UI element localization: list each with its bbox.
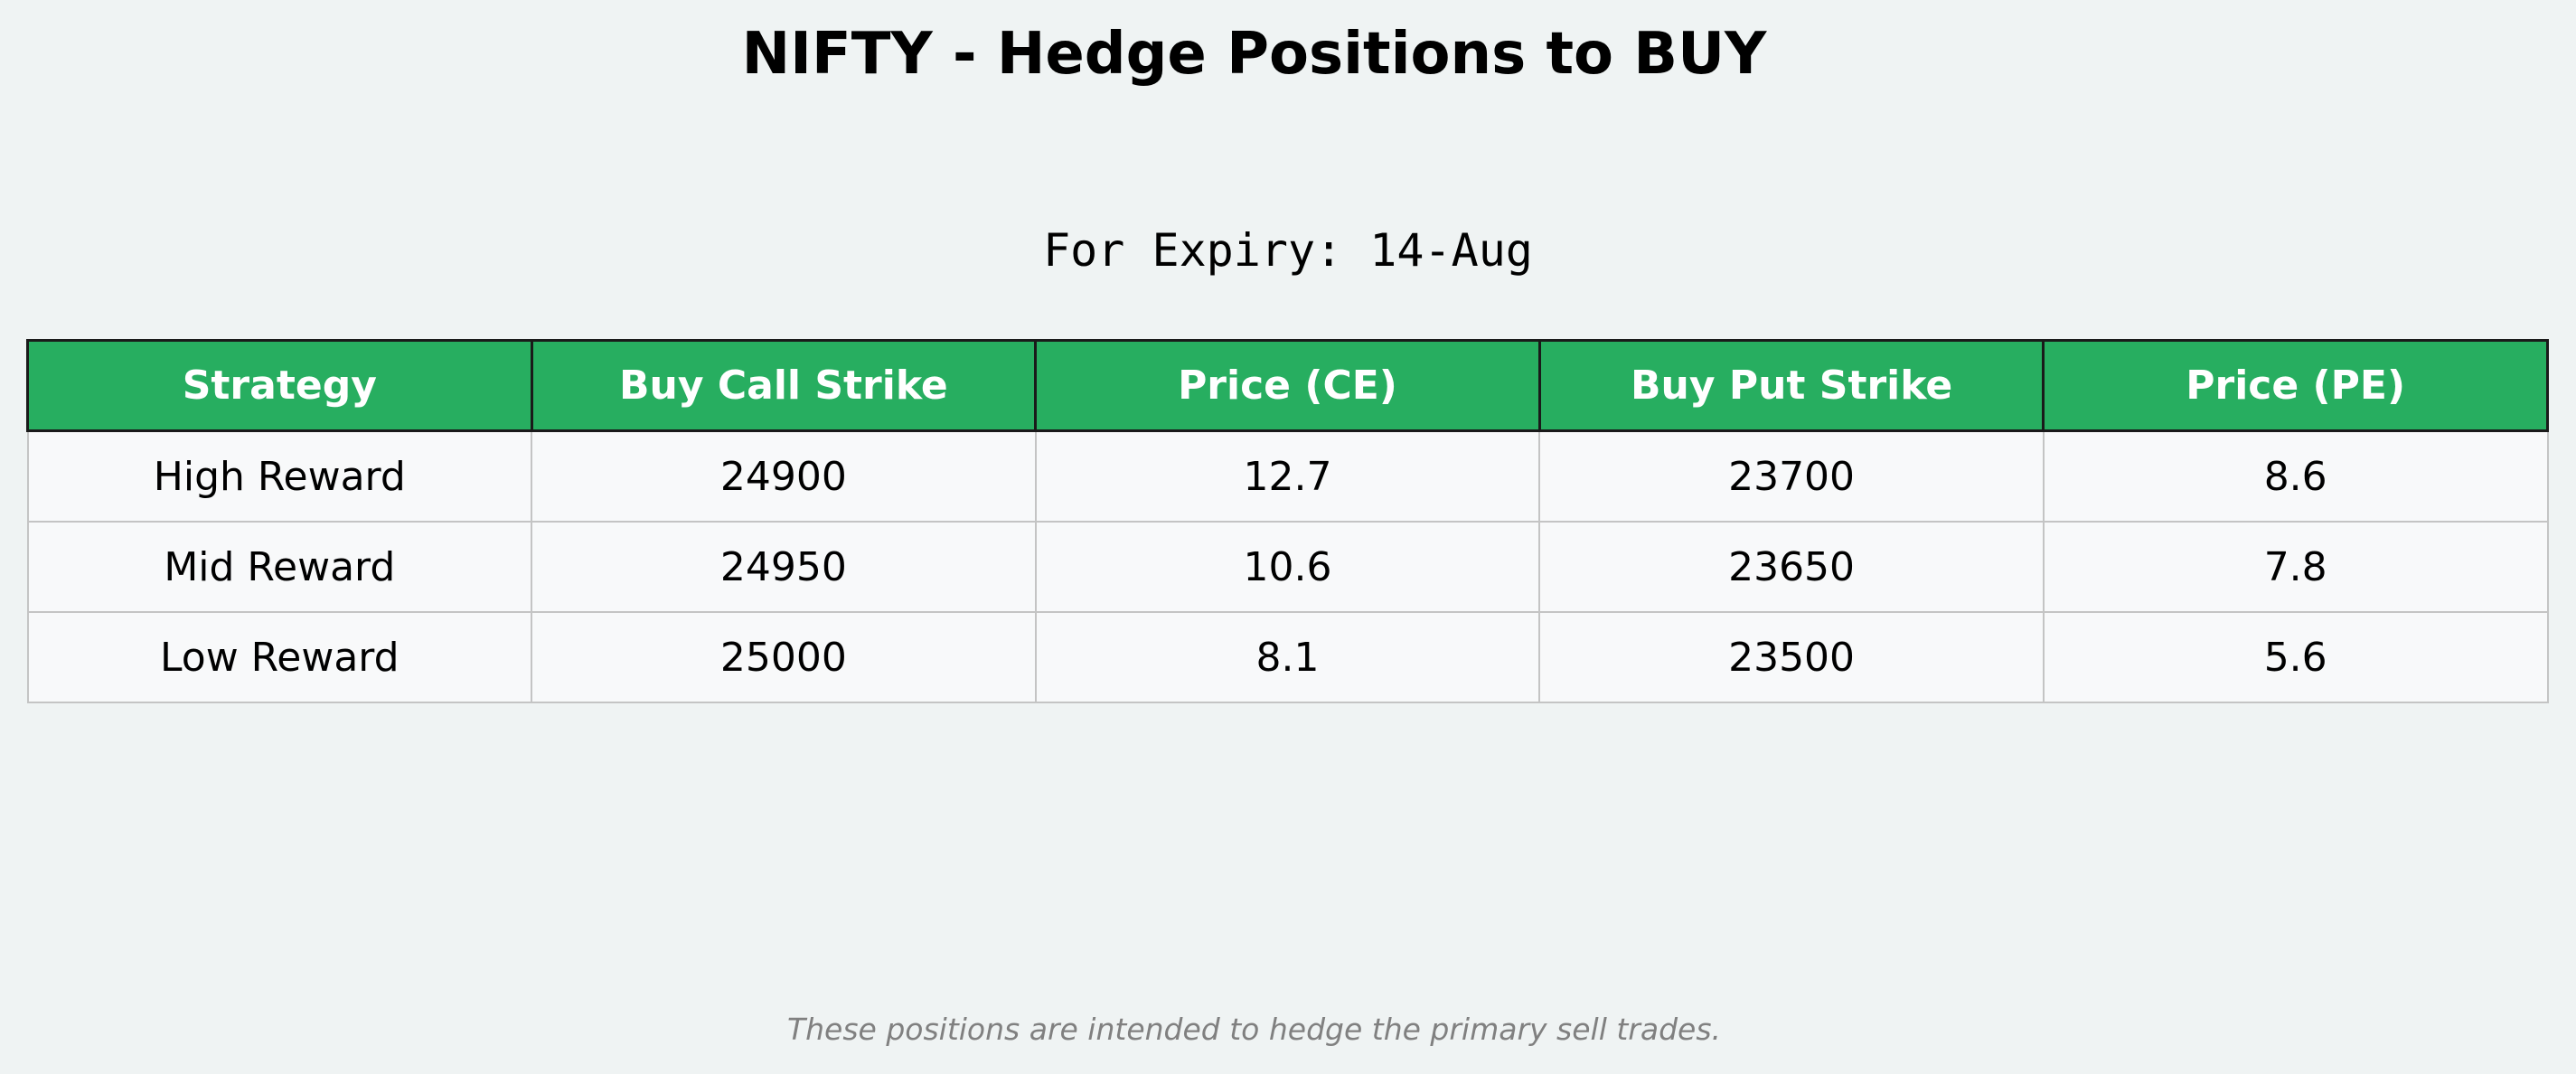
cell-strategy: Low Reward <box>26 611 533 703</box>
column-header-price-pe: Price (PE) <box>2042 339 2549 432</box>
cell-buy-put-strike: 23650 <box>1538 521 2045 613</box>
table-row: High Reward 24900 12.7 23700 8.6 <box>26 429 2549 523</box>
column-header-buy-put-strike: Buy Put Strike <box>1537 339 2045 432</box>
table-row: Low Reward 25000 8.1 23500 5.6 <box>26 611 2549 703</box>
cell-price-ce: 12.7 <box>1034 429 1541 523</box>
page-title: NIFTY - Hedge Positions to BUY <box>741 21 1767 88</box>
table-header-row: Strategy Buy Call Strike Price (CE) Buy … <box>26 339 2549 432</box>
hedge-positions-table-container: Strategy Buy Call Strike Price (CE) Buy … <box>26 339 2549 703</box>
hedge-positions-table: Strategy Buy Call Strike Price (CE) Buy … <box>26 339 2549 703</box>
cell-price-ce: 8.1 <box>1034 611 1541 703</box>
cell-buy-put-strike: 23700 <box>1538 429 2045 523</box>
column-header-strategy: Strategy <box>26 339 533 432</box>
cell-price-pe: 8.6 <box>2042 429 2549 523</box>
column-header-price-ce: Price (CE) <box>1034 339 1541 432</box>
cell-price-pe: 7.8 <box>2042 521 2549 613</box>
cell-buy-put-strike: 23500 <box>1538 611 2045 703</box>
column-header-buy-call-strike: Buy Call Strike <box>530 339 1038 432</box>
cell-strategy: High Reward <box>26 429 533 523</box>
table-row: Mid Reward 24950 10.6 23650 7.8 <box>26 521 2549 613</box>
cell-buy-call-strike: 24950 <box>531 521 1037 613</box>
cell-price-pe: 5.6 <box>2042 611 2549 703</box>
cell-buy-call-strike: 24900 <box>531 429 1037 523</box>
footer-note: These positions are intended to hedge th… <box>786 1012 1722 1047</box>
cell-buy-call-strike: 25000 <box>531 611 1037 703</box>
cell-strategy: Mid Reward <box>26 521 533 613</box>
expiry-subtitle: For Expiry: 14-Aug <box>1043 224 1533 277</box>
cell-price-ce: 10.6 <box>1034 521 1541 613</box>
